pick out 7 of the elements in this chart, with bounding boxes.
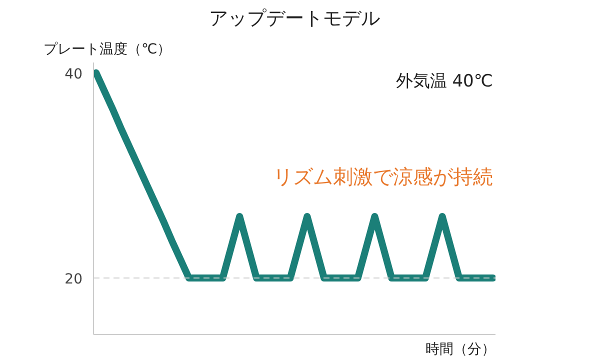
y-axis-title: プレート温度（℃） [44, 42, 172, 58]
y-tick-label: 20 [64, 272, 83, 288]
annotation: 外気温 40℃ [396, 72, 493, 92]
x-axis-title: 時間（分） [426, 342, 496, 358]
annotation: リズム刺激で涼感が持続 [272, 164, 493, 189]
y-tick-label: 40 [64, 66, 83, 82]
chart-title: アップデートモデル [209, 8, 380, 30]
